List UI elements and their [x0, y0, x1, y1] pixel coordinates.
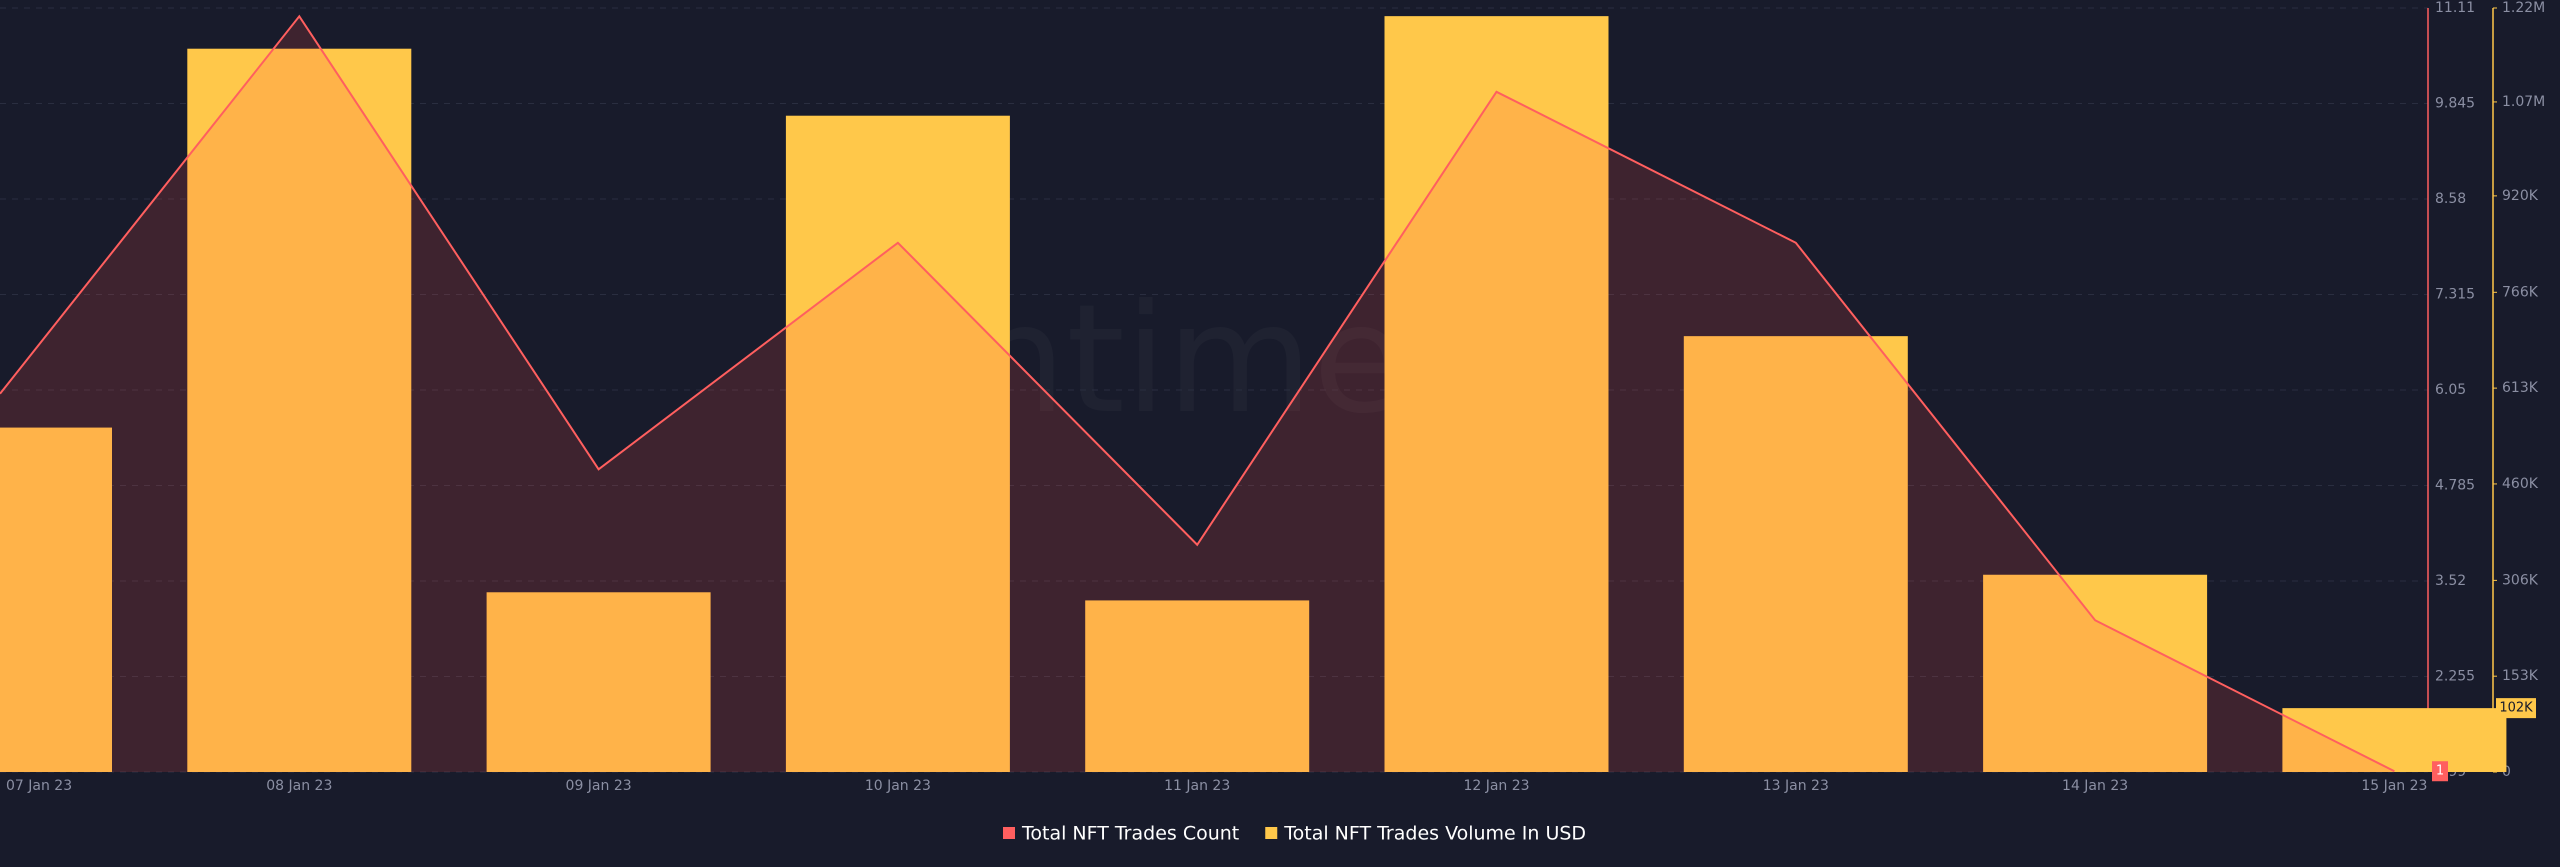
legend-swatch: [1265, 827, 1278, 839]
area: [0, 16, 2395, 773]
bar: [1384, 16, 1609, 772]
y2-tick-label: 460K: [2502, 476, 2539, 492]
x-tick-label: 08 Jan 23: [266, 778, 332, 794]
y2-tick-label: 1.22M: [2502, 0, 2545, 16]
bar: [187, 48, 412, 773]
y-tick-label: 3.52: [2435, 573, 2466, 589]
line: [0, 14, 2395, 773]
bar: [486, 592, 711, 772]
y2-tick-label: 153K: [2502, 668, 2539, 684]
y-tick-label: 9.845: [2435, 96, 2475, 112]
legend-swatch: [1003, 827, 1015, 839]
y2-tick-label: 766K: [2502, 284, 2539, 300]
bar: [1983, 574, 2208, 772]
y-tick-label: 8.58: [2435, 191, 2466, 207]
y2-tick-label: 0: [2502, 764, 2511, 780]
y2-tick-label: 920K: [2502, 188, 2539, 204]
legend-label: Total NFT Trades Volume In USD: [1283, 823, 1586, 845]
x-tick-label: 15 Jan 23: [2361, 778, 2427, 794]
y-tick-label: 6.05: [2435, 382, 2466, 398]
legend-label: Total NFT Trades Count: [1021, 823, 1239, 845]
bar: [2282, 708, 2507, 772]
x-tick-label: 14 Jan 23: [2062, 778, 2128, 794]
value-marker: [2432, 761, 2448, 782]
legend: Total NFT Trades Count Total NFT Trades V…: [1003, 823, 1586, 845]
bar: [1085, 600, 1310, 772]
x-tick-label: 11 Jan 23: [1164, 778, 1230, 794]
y2-tick-label: 306K: [2502, 572, 2539, 588]
bar: [0, 427, 112, 772]
y-tick-label: 2.255: [2435, 669, 2475, 685]
y-tick-label: 11.11: [2435, 0, 2475, 16]
x-tick-label: 09 Jan 23: [566, 778, 632, 794]
value-label: 1: [2436, 764, 2444, 779]
value-label: 102K: [2499, 701, 2533, 716]
x-tick-label: 12 Jan 23: [1463, 778, 1529, 794]
bar: [785, 115, 1010, 772]
y2-tick-label: 1.07M: [2502, 94, 2545, 110]
y-tick-label: 4.785: [2435, 478, 2475, 494]
y2-tick-label: 613K: [2502, 380, 2539, 396]
x-tick-label: 13 Jan 23: [1763, 778, 1829, 794]
x-tick-label: 07 Jan 23: [6, 778, 72, 794]
value-marker: [2496, 698, 2536, 719]
x-tick-label: 10 Jan 23: [865, 778, 931, 794]
bar: [1683, 336, 1908, 772]
y-tick-label: 7.315: [2435, 287, 2475, 303]
